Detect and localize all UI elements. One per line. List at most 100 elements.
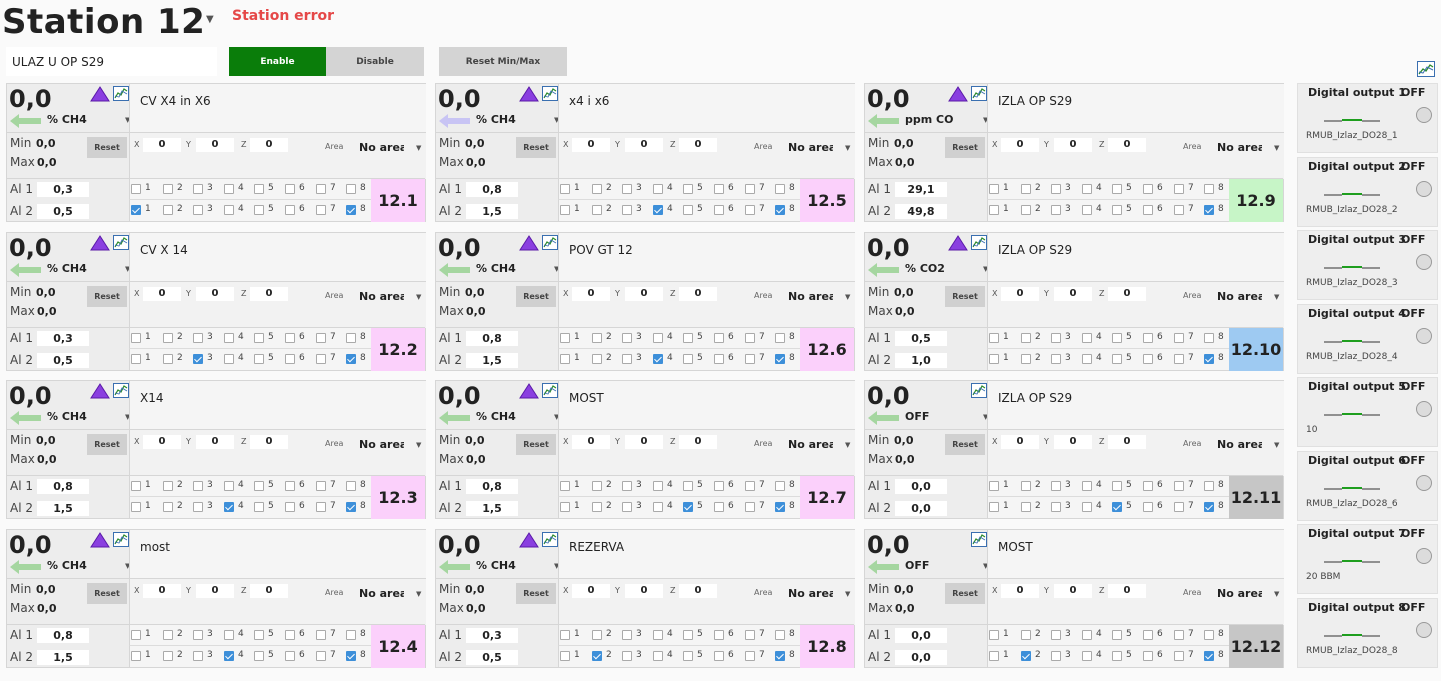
alarm-1-checkbox-1[interactable] <box>560 481 570 491</box>
alarm-2-checkbox-1[interactable] <box>131 354 141 364</box>
z-field[interactable]: 0 <box>250 584 288 598</box>
alarm-1-checkbox-3[interactable] <box>1051 630 1061 640</box>
alarm-1-checkbox-3[interactable] <box>622 333 632 343</box>
alarm-2-checkbox-6[interactable] <box>285 354 295 364</box>
alarm-2-checkbox-4[interactable] <box>653 651 663 661</box>
alarm-2-checkbox-5[interactable] <box>254 651 264 661</box>
sensor-description[interactable]: IZLA OP S29 <box>987 233 1284 281</box>
chart-icon[interactable] <box>971 235 987 254</box>
alarm-1-checkbox-1[interactable] <box>560 184 570 194</box>
alarm-2-checkbox-5[interactable] <box>254 502 264 512</box>
alarm-1-checkbox-3[interactable] <box>193 333 203 343</box>
alarm-2-checkbox-6[interactable] <box>714 354 724 364</box>
y-field[interactable]: 0 <box>625 287 663 301</box>
alarm-1-checkbox-7[interactable] <box>1174 184 1184 194</box>
alarm-1-checkbox-3[interactable] <box>193 184 203 194</box>
alarm-2-checkbox-7[interactable] <box>1174 502 1184 512</box>
chevron-down-icon[interactable]: ▼ <box>1274 144 1280 152</box>
alarm-1-checkbox-7[interactable] <box>745 333 755 343</box>
alarm-1-checkbox-8[interactable] <box>775 481 785 491</box>
chevron-down-icon[interactable]: ▼ <box>845 590 851 598</box>
alarm-1-checkbox-5[interactable] <box>683 630 693 640</box>
alarm-2-checkbox-4[interactable] <box>224 354 234 364</box>
alarm-2-checkbox-5[interactable] <box>1112 354 1122 364</box>
alarm-1-checkbox-5[interactable] <box>683 481 693 491</box>
alarm-2-checkbox-6[interactable] <box>1143 205 1153 215</box>
x-field[interactable]: 0 <box>143 435 181 449</box>
alarm-1-checkbox-6[interactable] <box>714 630 724 640</box>
alarm-2-checkbox-8[interactable] <box>346 205 356 215</box>
alarm2-field[interactable]: 0,0 <box>895 501 947 516</box>
alarm-2-checkbox-5[interactable] <box>683 651 693 661</box>
chart-icon[interactable] <box>113 235 129 254</box>
chart-icon[interactable] <box>542 532 558 551</box>
alarm-1-checkbox-7[interactable] <box>745 630 755 640</box>
alarm2-field[interactable]: 49,8 <box>895 204 947 219</box>
alarm-1-checkbox-8[interactable] <box>1204 333 1214 343</box>
alarm-2-checkbox-4[interactable] <box>1082 354 1092 364</box>
reset-button[interactable]: Reset <box>87 286 127 307</box>
alarm1-field[interactable]: 0,8 <box>466 182 518 197</box>
alarm-1-checkbox-4[interactable] <box>224 333 234 343</box>
alarm-2-checkbox-3[interactable] <box>622 651 632 661</box>
alarm-1-checkbox-4[interactable] <box>653 630 663 640</box>
alarm-1-checkbox-5[interactable] <box>1112 333 1122 343</box>
x-field[interactable]: 0 <box>572 287 610 301</box>
alarm-2-checkbox-3[interactable] <box>193 205 203 215</box>
alarm-2-checkbox-5[interactable] <box>1112 205 1122 215</box>
area-select[interactable]: No area <box>1217 141 1262 154</box>
y-field[interactable]: 0 <box>196 435 234 449</box>
reset-button[interactable]: Reset <box>516 286 556 307</box>
alarm-1-checkbox-1[interactable] <box>131 630 141 640</box>
unit-select[interactable]: % CH4 ▼ <box>10 409 130 425</box>
chart-icon[interactable] <box>542 235 558 254</box>
alarm1-field[interactable]: 0,0 <box>895 628 947 643</box>
alarm-1-checkbox-4[interactable] <box>653 184 663 194</box>
alarm-1-checkbox-3[interactable] <box>622 481 632 491</box>
z-field[interactable]: 0 <box>250 287 288 301</box>
alarm-2-checkbox-1[interactable] <box>989 651 999 661</box>
alarm-1-checkbox-6[interactable] <box>1143 184 1153 194</box>
unit-select[interactable]: OFF ▼ <box>868 409 988 425</box>
alarm1-field[interactable]: 0,0 <box>895 479 947 494</box>
alarm-1-checkbox-7[interactable] <box>1174 481 1184 491</box>
z-field[interactable]: 0 <box>1108 435 1146 449</box>
z-field[interactable]: 0 <box>1108 138 1146 152</box>
alarm-1-checkbox-7[interactable] <box>316 630 326 640</box>
alarm-2-checkbox-7[interactable] <box>316 205 326 215</box>
alarm1-field[interactable]: 0,3 <box>37 331 89 346</box>
alarm-2-checkbox-2[interactable] <box>592 205 602 215</box>
unit-select[interactable]: ppm CO ▼ <box>868 112 988 128</box>
alarm-2-checkbox-5[interactable] <box>683 354 693 364</box>
unit-select[interactable]: % CO2 ▼ <box>868 261 988 277</box>
alarm-1-checkbox-7[interactable] <box>316 184 326 194</box>
alarm-1-checkbox-4[interactable] <box>1082 481 1092 491</box>
unit-select[interactable]: % CH4 ▼ <box>10 112 130 128</box>
alarm-2-checkbox-2[interactable] <box>1021 354 1031 364</box>
area-select[interactable]: No area <box>788 587 833 600</box>
unit-select[interactable]: % CH4 ▼ <box>439 112 559 128</box>
reset-minmax-button[interactable]: Reset Min/Max <box>439 47 567 76</box>
alarm-2-checkbox-8[interactable] <box>346 354 356 364</box>
y-field[interactable]: 0 <box>625 138 663 152</box>
alarm2-field[interactable]: 0,5 <box>37 353 89 368</box>
chart-icon[interactable] <box>542 86 558 105</box>
alarm-2-checkbox-8[interactable] <box>775 502 785 512</box>
z-field[interactable]: 0 <box>679 435 717 449</box>
x-field[interactable]: 0 <box>1001 138 1039 152</box>
alarm-2-checkbox-3[interactable] <box>1051 651 1061 661</box>
alarm2-field[interactable]: 1,5 <box>466 204 518 219</box>
chart-icon[interactable] <box>971 383 987 402</box>
alarm-2-checkbox-3[interactable] <box>193 502 203 512</box>
alarm-2-checkbox-8[interactable] <box>775 354 785 364</box>
alarm1-field[interactable]: 29,1 <box>895 182 947 197</box>
chart-icon[interactable] <box>971 532 987 551</box>
alarm2-field[interactable]: 1,5 <box>37 650 89 665</box>
chevron-down-icon[interactable]: ▼ <box>1274 441 1280 449</box>
enable-button[interactable]: Enable <box>229 47 326 76</box>
chart-icon[interactable] <box>113 86 129 105</box>
y-field[interactable]: 0 <box>196 138 234 152</box>
alarm-2-checkbox-2[interactable] <box>1021 651 1031 661</box>
alarm-1-checkbox-4[interactable] <box>224 184 234 194</box>
unit-select[interactable]: % CH4 ▼ <box>10 261 130 277</box>
